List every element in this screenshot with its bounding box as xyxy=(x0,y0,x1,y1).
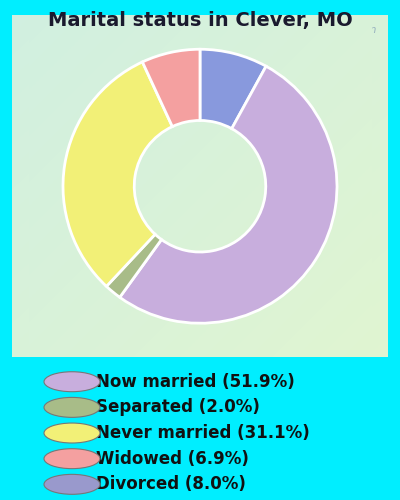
Text: Divorced (8.0%): Divorced (8.0%) xyxy=(96,476,246,494)
Text: Separated (2.0%): Separated (2.0%) xyxy=(96,398,260,416)
Circle shape xyxy=(44,372,100,392)
Wedge shape xyxy=(106,234,162,298)
Circle shape xyxy=(44,398,100,417)
Text: Now married (51.9%): Now married (51.9%) xyxy=(96,372,295,390)
Wedge shape xyxy=(63,62,172,286)
Wedge shape xyxy=(142,50,200,126)
Circle shape xyxy=(44,448,100,468)
Text: Marital status in Clever, MO: Marital status in Clever, MO xyxy=(48,11,352,30)
Circle shape xyxy=(44,474,100,494)
Text: Never married (31.1%): Never married (31.1%) xyxy=(96,424,310,442)
Wedge shape xyxy=(120,66,337,323)
Text: City-Data.com: City-Data.com xyxy=(297,26,377,36)
Circle shape xyxy=(44,423,100,443)
Wedge shape xyxy=(200,50,266,128)
Text: Widowed (6.9%): Widowed (6.9%) xyxy=(96,450,249,468)
